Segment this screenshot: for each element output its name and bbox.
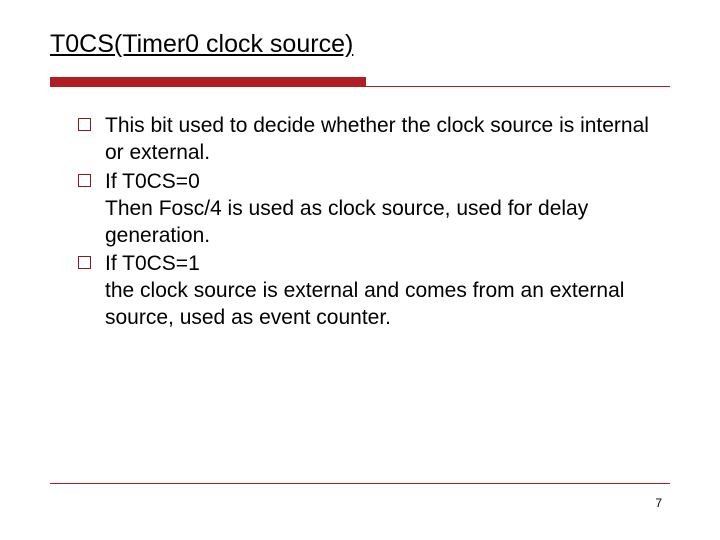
page-number: 7 — [655, 496, 662, 510]
title-divider — [50, 77, 670, 87]
bullet-text: This bit used to decide whether the cloc… — [105, 113, 670, 167]
bullet-text: If T0CS=1the clock source is external an… — [105, 251, 670, 332]
list-item: This bit used to decide whether the cloc… — [78, 113, 670, 167]
square-bullet-icon — [78, 118, 91, 131]
slide-container: T0CS(Timer0 clock source) This bit used … — [0, 0, 720, 540]
bullet-text: If T0CS=0Then Fosc/4 is used as clock so… — [105, 169, 670, 250]
slide-title: T0CS(Timer0 clock source) — [50, 30, 670, 59]
list-item: If T0CS=0Then Fosc/4 is used as clock so… — [78, 169, 670, 250]
content-area: This bit used to decide whether the cloc… — [50, 113, 670, 332]
title-thin-line — [50, 86, 670, 87]
list-item: If T0CS=1the clock source is external an… — [78, 251, 670, 332]
footer-divider — [50, 483, 670, 484]
square-bullet-icon — [78, 174, 91, 187]
square-bullet-icon — [78, 256, 91, 269]
